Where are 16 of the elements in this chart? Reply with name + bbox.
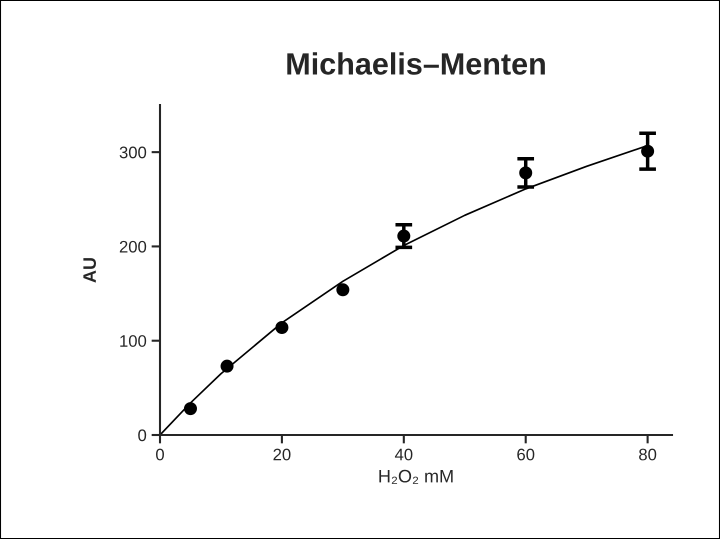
x-tick-label: 40	[394, 448, 412, 460]
y-axis-title: AU	[83, 258, 96, 283]
y-tick-label: 200	[120, 240, 146, 253]
y-tick-label: 300	[120, 146, 146, 158]
point	[336, 283, 350, 296]
x-tick-label: 80	[639, 448, 656, 460]
x-tick-label: 20	[273, 448, 291, 460]
point	[184, 402, 197, 416]
y-tick-label: 100	[120, 335, 146, 347]
point	[220, 360, 234, 373]
chart-title: Michaelis–Menten	[287, 52, 545, 75]
point	[275, 321, 288, 334]
x-tick-label: 60	[517, 448, 534, 460]
x-tick-label: 0	[156, 448, 164, 460]
y-tick-label: 0	[138, 429, 146, 442]
x-axis-title: H₂O₂ mM	[379, 470, 453, 484]
